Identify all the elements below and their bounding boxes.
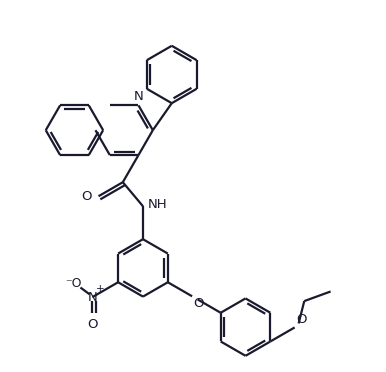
Text: N: N (88, 291, 97, 304)
Text: NH: NH (148, 198, 168, 211)
Text: N: N (134, 90, 144, 103)
Text: O: O (194, 297, 204, 310)
Text: O: O (296, 313, 307, 326)
Text: +: + (96, 284, 105, 294)
Text: O: O (87, 318, 98, 331)
Text: ⁻O: ⁻O (65, 277, 82, 290)
Text: O: O (81, 190, 91, 203)
